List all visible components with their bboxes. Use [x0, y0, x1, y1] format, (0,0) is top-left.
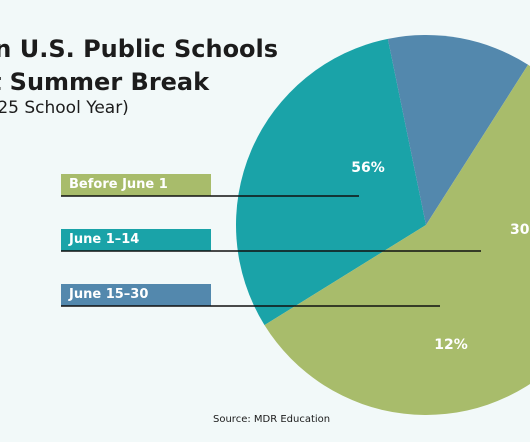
pie-slice-before-june-1	[264, 64, 530, 415]
pie-slices	[235, 35, 530, 415]
leader-lines	[61, 195, 481, 307]
data-label-june-15-30: 12%	[434, 337, 468, 353]
chart-title-line-2: rt Summer Break	[0, 68, 210, 96]
legend-item-june-1-14: June 1–14	[61, 229, 211, 251]
legend-item-before-june-1: Before June 1	[61, 174, 211, 196]
pie-slice-june-15-30	[387, 35, 529, 226]
data-label-june-1-14: 30	[510, 222, 530, 238]
source-note: Source: MDR Education	[213, 414, 331, 425]
chart-subtitle: 4–25 School Year)	[0, 98, 129, 118]
data-label-before-june-1: 56%	[351, 160, 385, 176]
chart-title: en U.S. Public Schools rt Summer Break	[0, 33, 278, 99]
pie-slice-june-1-14	[235, 38, 426, 326]
chart-title-line-1: en U.S. Public Schools	[0, 35, 279, 63]
legend-item-june-15-30: June 15–30	[61, 284, 211, 306]
